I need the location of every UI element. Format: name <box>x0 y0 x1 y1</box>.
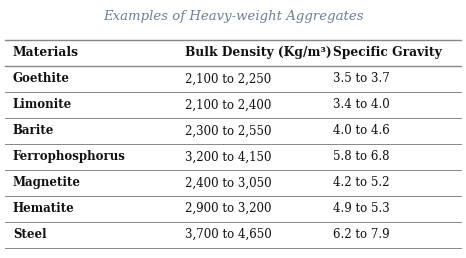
Text: 2,300 to 2,550: 2,300 to 2,550 <box>185 124 272 137</box>
Text: 3.5 to 3.7: 3.5 to 3.7 <box>334 72 390 85</box>
Text: 5.8 to 6.8: 5.8 to 6.8 <box>334 150 390 163</box>
Text: Goethite: Goethite <box>13 72 70 85</box>
Text: 2,400 to 3,050: 2,400 to 3,050 <box>185 176 272 189</box>
Text: Examples of Heavy-weight Aggregates: Examples of Heavy-weight Aggregates <box>103 10 363 23</box>
Text: 4.9 to 5.3: 4.9 to 5.3 <box>334 202 390 215</box>
Text: Specific Gravity: Specific Gravity <box>334 46 442 60</box>
Text: Magnetite: Magnetite <box>13 176 81 189</box>
Text: 3,200 to 4,150: 3,200 to 4,150 <box>185 150 272 163</box>
Text: Steel: Steel <box>13 228 47 241</box>
Text: Hematite: Hematite <box>13 202 75 215</box>
Text: 3,700 to 4,650: 3,700 to 4,650 <box>185 228 272 241</box>
Text: Bulk Density (Kg/m³): Bulk Density (Kg/m³) <box>185 46 332 60</box>
Text: 2,100 to 2,400: 2,100 to 2,400 <box>185 98 271 111</box>
Text: 2,100 to 2,250: 2,100 to 2,250 <box>185 72 271 85</box>
Text: Materials: Materials <box>13 46 79 60</box>
Text: 2,900 to 3,200: 2,900 to 3,200 <box>185 202 272 215</box>
Text: 6.2 to 7.9: 6.2 to 7.9 <box>334 228 390 241</box>
Text: 3.4 to 4.0: 3.4 to 4.0 <box>334 98 390 111</box>
Text: Barite: Barite <box>13 124 54 137</box>
Text: 4.0 to 4.6: 4.0 to 4.6 <box>334 124 390 137</box>
Text: Limonite: Limonite <box>13 98 72 111</box>
Text: Ferrophosphorus: Ferrophosphorus <box>13 150 126 163</box>
Text: 4.2 to 5.2: 4.2 to 5.2 <box>334 176 390 189</box>
